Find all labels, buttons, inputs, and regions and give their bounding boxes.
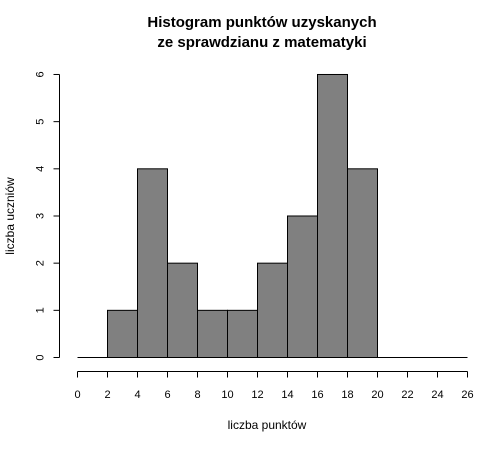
histogram-bar-10-12 xyxy=(227,309,258,358)
chart-title-line-1: Histogram punktów uzyskanych xyxy=(147,14,376,31)
y-tick-label: 5 xyxy=(35,119,47,125)
x-tick-label: 6 xyxy=(164,389,170,401)
y-axis-label: liczba uczniów xyxy=(3,177,17,255)
x-tick-label: 18 xyxy=(341,389,353,401)
x-axis: 0 2 4 6 8 10 12 14 16 18 20 22 24 26 xyxy=(74,371,474,401)
x-axis-label: liczba punktów xyxy=(228,418,307,432)
x-tick-label: 16 xyxy=(311,389,323,401)
histogram-bar-14-16 xyxy=(287,215,318,358)
x-tick-label: 10 xyxy=(221,389,233,401)
histogram-bar-18-20 xyxy=(347,168,378,358)
x-tick-label: 22 xyxy=(401,389,413,401)
y-axis: 0 1 2 3 4 5 6 xyxy=(35,71,60,361)
x-tick-label: 8 xyxy=(194,389,200,401)
x-tick-label: 2 xyxy=(104,389,110,401)
y-tick-label: 0 xyxy=(35,354,47,360)
y-tick-label: 2 xyxy=(35,260,47,266)
histogram-bar-16-18 xyxy=(317,73,348,358)
histogram-bar-2-4 xyxy=(107,309,138,358)
x-tick-label: 12 xyxy=(251,389,263,401)
histogram-bar-6-8 xyxy=(167,262,198,358)
y-tick-label: 4 xyxy=(35,166,47,172)
histogram-bars xyxy=(107,73,378,358)
histogram-bar-4-6 xyxy=(137,168,168,358)
histogram-bar-12-14 xyxy=(257,262,288,358)
y-tick-label: 3 xyxy=(35,213,47,219)
x-tick-label: 0 xyxy=(74,389,80,401)
x-tick-label: 24 xyxy=(431,389,443,401)
histogram-bar-8-10 xyxy=(197,309,228,358)
x-tick-label: 4 xyxy=(134,389,140,401)
x-tick-label: 26 xyxy=(461,389,473,401)
x-tick-label: 20 xyxy=(371,389,383,401)
y-tick-label: 1 xyxy=(35,307,47,313)
x-tick-label: 14 xyxy=(281,389,293,401)
y-tick-label: 6 xyxy=(35,71,47,77)
chart-title-line-2: ze sprawdzianu z matematyki xyxy=(157,34,366,51)
